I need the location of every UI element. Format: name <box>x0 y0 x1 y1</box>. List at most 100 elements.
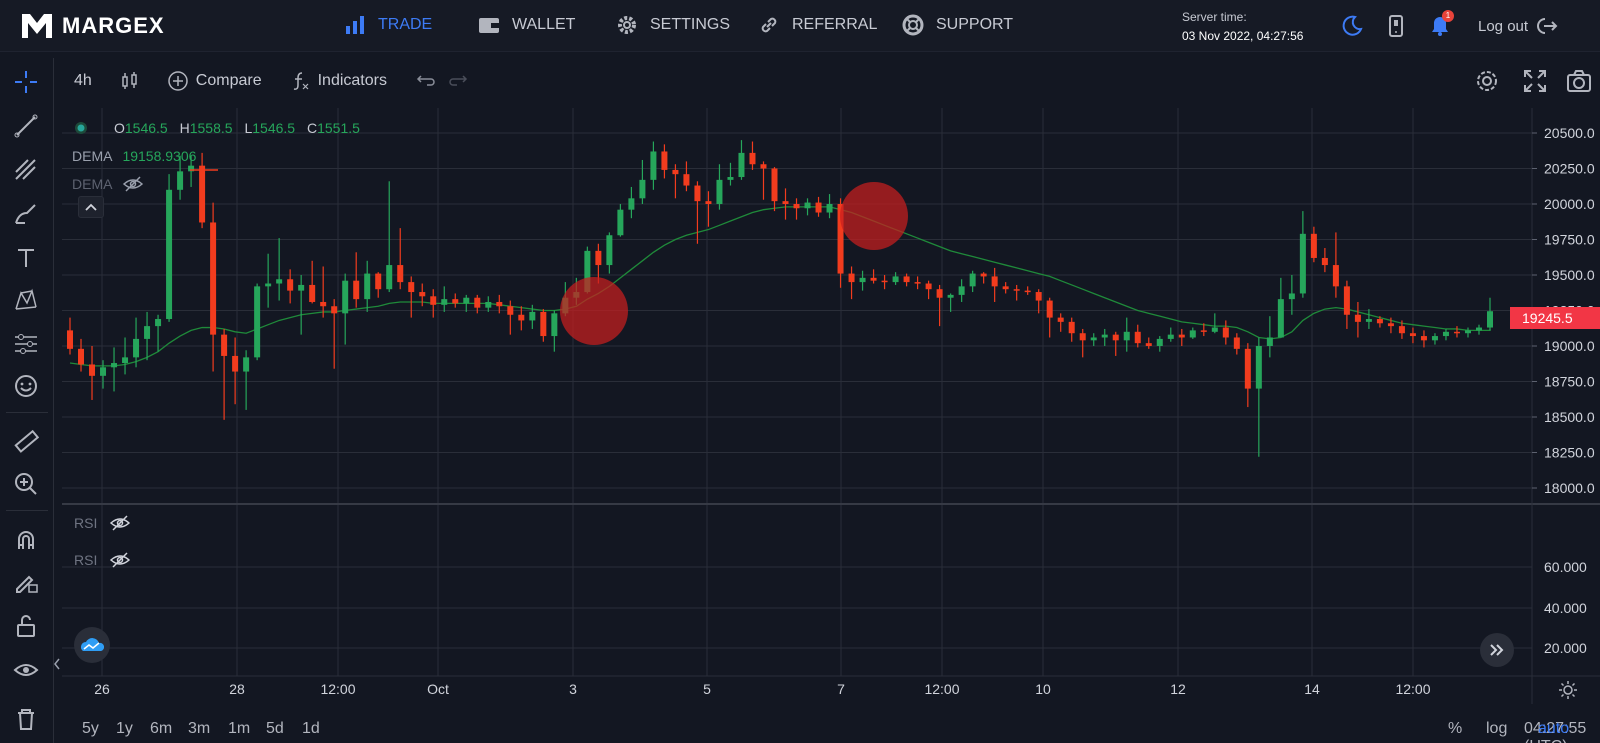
candle <box>694 181 700 243</box>
eye-off-icon[interactable] <box>109 515 131 531</box>
notification-badge: 1 <box>1442 10 1454 22</box>
brush-tool[interactable] <box>10 198 42 230</box>
prediction-tool[interactable] <box>10 328 42 360</box>
time-axis: 26 28 12:00 Oct 3 5 7 12:00 10 12 14 12:00 <box>94 681 1431 697</box>
candle-body <box>232 356 238 372</box>
range-1m[interactable]: 1m <box>228 720 250 738</box>
range-6m[interactable]: 6m <box>150 720 172 738</box>
moon-icon[interactable] <box>1340 14 1364 38</box>
interval-selector[interactable]: 4h <box>74 72 92 90</box>
candle-body <box>144 326 150 339</box>
unlock-tool[interactable] <box>10 610 42 642</box>
nav-trade[interactable]: TRADE <box>344 14 432 36</box>
brand-logo[interactable]: MARGEX <box>20 12 165 40</box>
candle-body <box>1311 234 1317 258</box>
magnet-tool[interactable] <box>10 524 42 556</box>
nav-settings[interactable]: SETTINGS <box>616 14 730 36</box>
candle <box>100 360 106 388</box>
candle <box>298 275 304 335</box>
rsi-axis: 60.000 40.000 20.000 <box>1544 559 1587 656</box>
text-tool[interactable] <box>10 242 42 274</box>
camera-icon[interactable] <box>1566 68 1592 94</box>
show-hide-tool[interactable] <box>10 654 42 686</box>
range-1d[interactable]: 1d <box>302 720 320 738</box>
range-3m[interactable]: 3m <box>188 720 210 738</box>
chart-settings-icon[interactable] <box>1474 68 1500 94</box>
candle <box>1146 337 1152 348</box>
sell-signal-marker <box>840 182 908 250</box>
percent-toggle[interactable]: % <box>1448 720 1462 738</box>
collapse-toolbar-button[interactable] <box>52 657 62 677</box>
lock-drawings-tool[interactable] <box>10 566 42 598</box>
auto-toggle[interactable]: auto <box>1538 720 1569 738</box>
candle-body <box>441 299 447 305</box>
candle <box>1278 278 1284 338</box>
candle-body <box>783 201 789 204</box>
candle <box>287 269 293 303</box>
nav-support[interactable]: SUPPORT <box>902 14 1013 36</box>
candle <box>1234 333 1240 354</box>
trend-line-tool[interactable] <box>10 110 42 142</box>
fullscreen-icon[interactable] <box>1522 68 1548 94</box>
range-1y[interactable]: 1y <box>116 720 133 738</box>
candle-body <box>342 281 348 314</box>
chart-type-button[interactable] <box>120 71 140 91</box>
collapse-legend-button[interactable] <box>78 196 104 218</box>
candle <box>67 318 73 355</box>
candle-body <box>210 222 216 334</box>
compare-button[interactable]: Compare <box>168 71 262 91</box>
candle <box>893 272 899 285</box>
eye-off-icon[interactable] <box>122 176 144 192</box>
candle-body <box>254 286 260 357</box>
nav-trade-label: TRADE <box>378 16 432 34</box>
nav-referral[interactable]: REFERRAL <box>758 14 877 36</box>
emoji-tool[interactable] <box>10 370 42 402</box>
log-toggle[interactable]: log <box>1486 720 1507 738</box>
candle-body <box>122 357 128 363</box>
dema-line <box>70 207 1490 366</box>
pattern-tool[interactable] <box>10 284 42 316</box>
redo-button[interactable] <box>449 71 469 91</box>
candle-body <box>1388 323 1394 326</box>
rsi-legend-2[interactable]: RSI <box>74 552 131 568</box>
pitchfork-tool[interactable] <box>10 154 42 186</box>
dema-hidden-row[interactable]: DEMA <box>72 170 368 198</box>
delete-tool[interactable] <box>10 702 42 734</box>
scroll-to-latest-button[interactable] <box>1480 633 1514 667</box>
range-5y[interactable]: 5y <box>82 720 99 738</box>
tradingview-logo[interactable] <box>74 627 110 663</box>
candle <box>1168 328 1174 342</box>
candle-body <box>364 274 370 300</box>
range-5d[interactable]: 5d <box>266 720 284 738</box>
candle-body <box>419 292 425 296</box>
sun-icon[interactable] <box>1558 680 1578 700</box>
dema-row[interactable]: DEMA 19158.9306 <box>72 142 368 170</box>
logout-button[interactable]: Log out <box>1478 15 1558 37</box>
candle-body <box>1135 332 1141 343</box>
low-value: 1546.5 <box>252 120 295 136</box>
candle-body <box>397 265 403 282</box>
zoom-tool[interactable] <box>10 468 42 500</box>
candle-body <box>639 180 645 198</box>
undo-button[interactable] <box>415 71 435 91</box>
rsi-legend-1[interactable]: RSI <box>74 515 131 531</box>
nav-wallet[interactable]: WALLET <box>478 14 575 36</box>
candle-body <box>1168 335 1174 339</box>
candle-body <box>1102 335 1108 338</box>
candle <box>1014 285 1020 301</box>
mobile-app-icon[interactable] <box>1384 14 1408 38</box>
time-tick-label: 12:00 <box>924 681 959 697</box>
measure-tool[interactable] <box>10 426 42 458</box>
eye-icon <box>13 657 39 683</box>
eye-off-icon[interactable] <box>109 552 131 568</box>
candle <box>1102 329 1108 346</box>
crosshair-tool[interactable] <box>10 66 42 98</box>
status-dot-icon <box>74 121 88 135</box>
candle <box>518 306 524 330</box>
candle <box>849 266 855 299</box>
time-tick-label: 3 <box>569 681 577 697</box>
logout-label: Log out <box>1478 18 1528 35</box>
indicators-button[interactable]: Indicators <box>290 71 387 91</box>
candle <box>948 293 954 311</box>
candle <box>650 142 656 190</box>
